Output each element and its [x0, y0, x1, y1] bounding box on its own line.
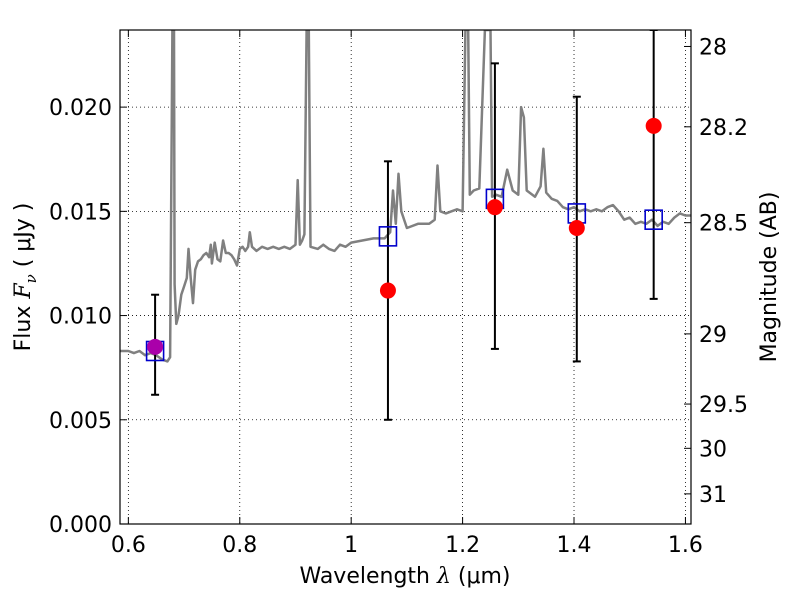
- y-tick-label: 0.020: [49, 96, 112, 121]
- x-axis-label: Wavelength λ (μm): [299, 564, 510, 589]
- y2-tick-label: 30: [699, 437, 727, 462]
- detection-marker: [147, 338, 164, 355]
- plot-area: [120, 30, 691, 421]
- y2-tick-label: 28: [699, 35, 727, 60]
- observed-flux-marker: [568, 220, 585, 237]
- spectrum-line: [120, 30, 691, 363]
- x-tick-label: 0.6: [111, 533, 146, 558]
- x-tick-label: 1.2: [445, 533, 480, 558]
- observed-flux-marker: [486, 199, 503, 216]
- observed-flux-marker: [645, 117, 662, 134]
- y2-axis-label: Magnitude (AB): [757, 192, 782, 363]
- y-tick-label: 0.010: [49, 305, 112, 330]
- model-photometry-marker: [378, 226, 398, 247]
- x-tick-label: 1.6: [668, 533, 703, 558]
- y2-tick-label: 29: [699, 323, 727, 348]
- x-tick-label: 1.4: [557, 533, 592, 558]
- y2-tick-label: 31: [699, 483, 727, 508]
- grid-lines: [120, 30, 691, 525]
- x-tick-label: 0.8: [222, 533, 257, 558]
- y-tick-label: 0.005: [49, 409, 112, 434]
- plot-series: [120, 30, 691, 421]
- y-axis-label: Flux Fν ( μJy ): [11, 203, 40, 352]
- y2-tick-label: 28.5: [699, 212, 748, 237]
- model-photometry-marker: [644, 209, 663, 230]
- y2-tick-label: 29.5: [699, 393, 748, 418]
- observed-flux-marker: [379, 282, 396, 299]
- axis-ticks: 0.6 0.8 1 1.2 1.4 1.6 0.000 0.005 0.010 0.015 0.02…: [49, 30, 748, 558]
- plot-frame: [119, 29, 692, 525]
- x-tick-label: 1: [344, 533, 358, 558]
- y-tick-label: 0.000: [49, 513, 112, 538]
- y2-tick-label: 28.2: [699, 116, 748, 141]
- y-tick-label: 0.015: [49, 200, 112, 225]
